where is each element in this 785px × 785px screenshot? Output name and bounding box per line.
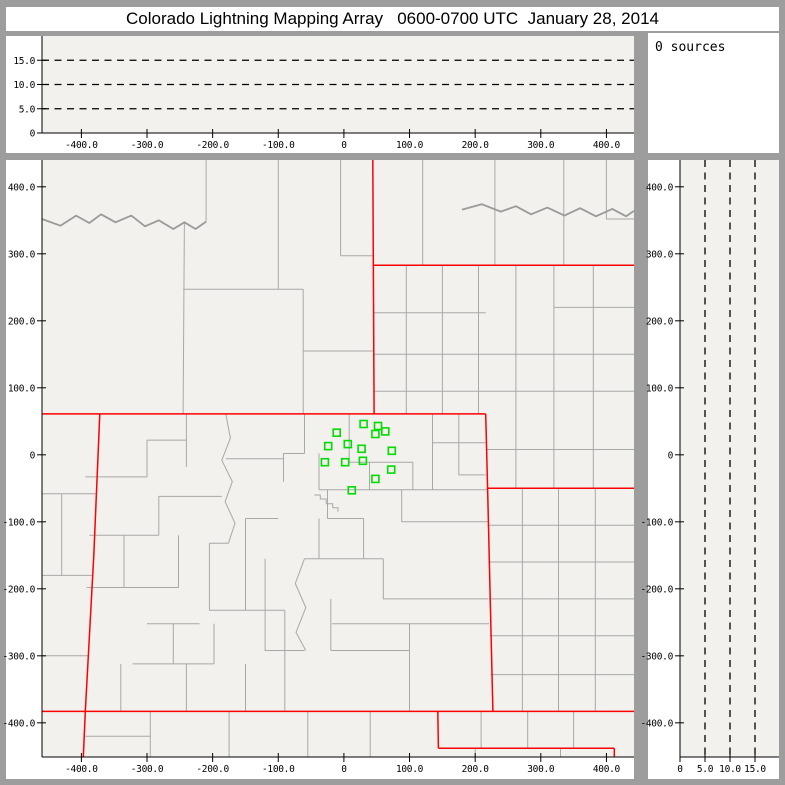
y-tick-label: 400.0 bbox=[8, 182, 36, 193]
ew-altitude-plot: -400.0 -300.0 -200.0 -100.0 0 100.0 200.0 300.0… bbox=[13, 36, 634, 151]
station-marker bbox=[359, 419, 368, 429]
station-marker bbox=[373, 421, 383, 431]
station-marker bbox=[343, 439, 353, 449]
y-tick-label: -400.0 bbox=[2, 718, 35, 729]
x-tick-label: -400.0 bbox=[65, 140, 98, 151]
x-tick-label: -300.0 bbox=[131, 764, 164, 775]
y-tick-label: -400.0 bbox=[640, 718, 673, 729]
ns-altitude-panel: 0 5.0 10.0 15.0 400.0 300.0 200.0 100.0 0 -100.0 -… bbox=[640, 160, 779, 779]
y-tick-label: 100.0 bbox=[646, 383, 674, 394]
x-tick-label: 15.0 bbox=[744, 764, 766, 775]
axis-ticks-and-labels: -400.0 -300.0 -200.0 -100.0 0 100.0 200.0 300.0… bbox=[2, 182, 620, 775]
y-tick-label: 400.0 bbox=[646, 182, 674, 193]
y-tick-label: -200.0 bbox=[2, 584, 35, 595]
y-tick-label: -100.0 bbox=[2, 517, 35, 528]
sources-count-label: 0 sources bbox=[655, 40, 726, 55]
x-tick-label: 400.0 bbox=[593, 764, 621, 775]
y-tick-label: 5.0 bbox=[19, 104, 36, 115]
y-tick-label: 300.0 bbox=[646, 249, 674, 260]
x-tick-label: 0 bbox=[677, 764, 683, 775]
x-tick-label: 0 bbox=[341, 140, 347, 151]
x-tick-label: 5.0 bbox=[697, 764, 714, 775]
y-tick-label: -100.0 bbox=[640, 517, 673, 528]
y-tick-label: 10.0 bbox=[13, 80, 35, 91]
station-marker bbox=[358, 456, 368, 466]
x-tick-label: 10.0 bbox=[719, 764, 741, 775]
ew-altitude-panel: -400.0 -300.0 -200.0 -100.0 0 100.0 200.0 300.0… bbox=[6, 36, 634, 153]
x-tick-label: 400.0 bbox=[593, 140, 621, 151]
y-tick-label: 300.0 bbox=[8, 249, 36, 260]
station-marker bbox=[347, 485, 357, 495]
y-tick-label: 200.0 bbox=[8, 316, 36, 327]
x-tick-label: 300.0 bbox=[527, 764, 555, 775]
x-tick-label: -300.0 bbox=[131, 140, 164, 151]
river-lines bbox=[42, 203, 634, 230]
plan-view-map-plot: -400.0 -300.0 -200.0 -100.0 0 100.0 200.0 300.0… bbox=[2, 160, 634, 775]
y-tick-label: 0 bbox=[30, 450, 36, 461]
x-tick-label: -100.0 bbox=[262, 764, 295, 775]
state-borders bbox=[42, 160, 634, 757]
x-tick-label: -200.0 bbox=[196, 140, 229, 151]
x-tick-label: -400.0 bbox=[65, 764, 98, 775]
y-tick-label: -200.0 bbox=[640, 584, 673, 595]
title-bar: Colorado Lightning Mapping Array 0600-07… bbox=[6, 7, 779, 31]
station-marker bbox=[371, 474, 380, 484]
station-marker bbox=[386, 465, 396, 474]
station-marker bbox=[380, 427, 390, 436]
y-tick-label: 100.0 bbox=[8, 383, 36, 394]
x-tick-label: 100.0 bbox=[396, 140, 424, 151]
lma-stations bbox=[320, 419, 397, 495]
station-marker bbox=[357, 444, 366, 454]
y-tick-label: 200.0 bbox=[646, 316, 674, 327]
x-tick-label: -200.0 bbox=[196, 764, 229, 775]
axis-ticks-and-labels: 0 5.0 10.0 15.0 400.0 300.0 200.0 100.0 0 -100.0 -… bbox=[640, 182, 766, 775]
station-marker bbox=[340, 457, 350, 467]
page-title: Colorado Lightning Mapping Array 0600-07… bbox=[125, 9, 659, 28]
x-tick-label: -100.0 bbox=[262, 140, 295, 151]
ns-altitude-plot: 0 5.0 10.0 15.0 400.0 300.0 200.0 100.0 0 -100.0 -… bbox=[640, 160, 779, 775]
y-tick-label: -300.0 bbox=[2, 651, 35, 662]
y-tick-label: 15.0 bbox=[13, 56, 35, 67]
station-marker bbox=[332, 428, 342, 438]
plot-area bbox=[42, 160, 634, 757]
y-tick-label: 0 bbox=[668, 450, 674, 461]
x-tick-label: 200.0 bbox=[462, 140, 490, 151]
x-tick-label: 0 bbox=[341, 764, 347, 775]
x-tick-label: 300.0 bbox=[527, 140, 555, 151]
x-tick-label: 100.0 bbox=[396, 764, 424, 775]
station-marker bbox=[320, 457, 330, 467]
station-marker bbox=[387, 446, 397, 456]
plan-view-map-panel: -400.0 -300.0 -200.0 -100.0 0 100.0 200.0 300.0… bbox=[2, 160, 634, 779]
x-tick-label: 200.0 bbox=[462, 764, 490, 775]
plot-area bbox=[680, 160, 779, 757]
axis-ticks-and-labels: -400.0 -300.0 -200.0 -100.0 0 100.0 200.0 300.0… bbox=[13, 56, 621, 151]
county-borders bbox=[42, 160, 634, 757]
station-marker bbox=[371, 429, 380, 439]
sources-count-panel: 0 sources bbox=[648, 33, 779, 153]
station-marker bbox=[323, 441, 333, 451]
y-tick-label: 0 bbox=[30, 129, 36, 140]
y-tick-label: -300.0 bbox=[640, 651, 673, 662]
